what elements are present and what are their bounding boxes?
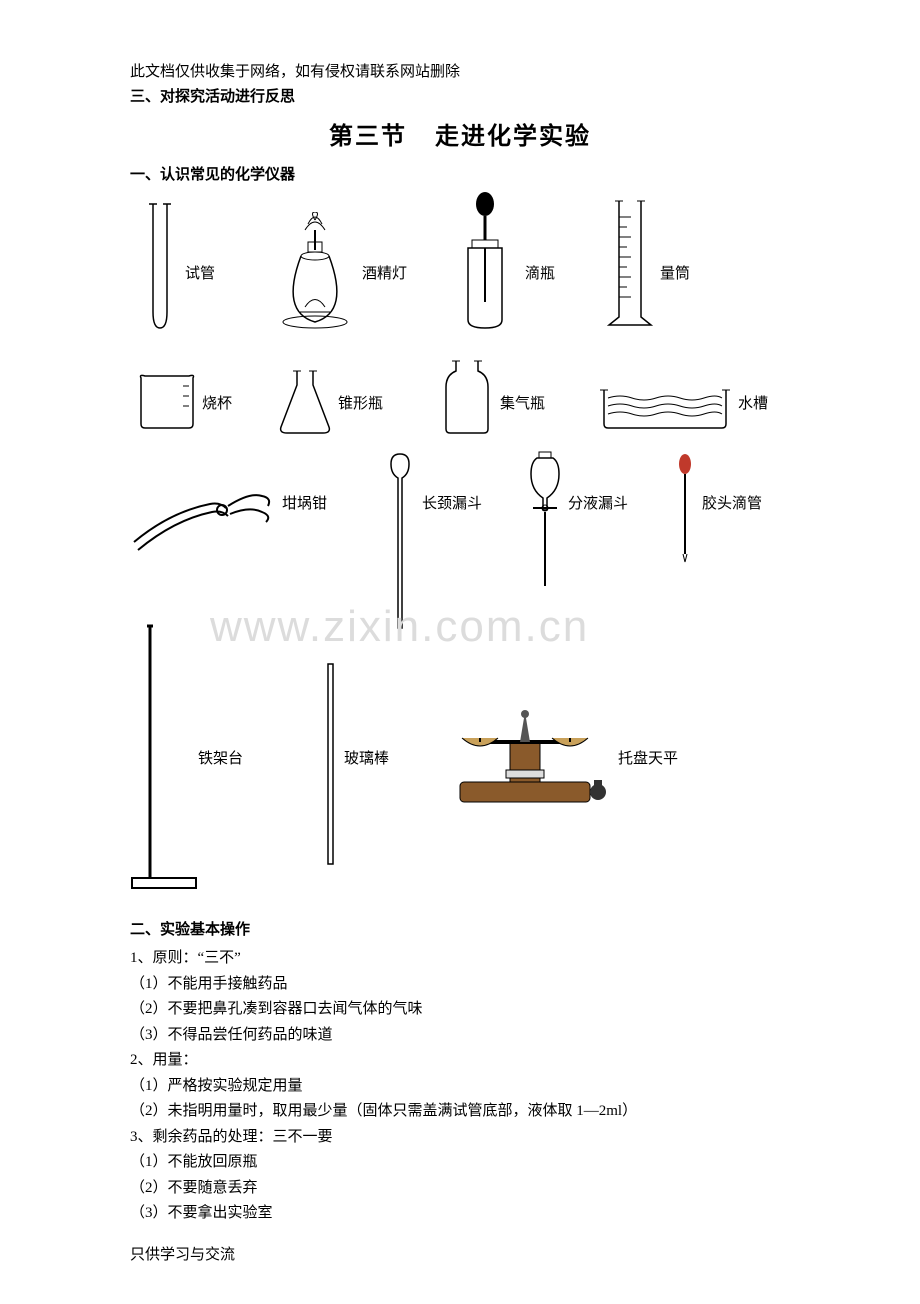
cylinder-icon <box>605 197 655 332</box>
section-title-b: 走进化学实验 <box>435 123 591 150</box>
iron-stand-icon <box>130 622 200 892</box>
subheading: 三、对探究活动进行反思 <box>130 85 790 106</box>
label-test-tube: 试管 <box>185 262 215 283</box>
label-glass-rod: 玻璃棒 <box>344 747 389 768</box>
label-gas-bottle: 集气瓶 <box>500 392 545 413</box>
line-5: 2、用量： <box>130 1049 790 1072</box>
alcohol-lamp-icon <box>270 212 360 332</box>
label-beaker: 烧杯 <box>202 392 232 413</box>
line-2: （1）不能用手接触药品 <box>130 973 790 996</box>
body-text: 1、原则：“三不” （1）不能用手接触药品 （2）不要把鼻孔凑到容器口去闻气体的… <box>130 947 790 1225</box>
label-tongs: 坩埚钳 <box>282 492 327 513</box>
trough-icon <box>600 382 730 432</box>
test-tube-icon <box>145 202 175 332</box>
footer-note: 只供学习与交流 <box>130 1243 790 1264</box>
header-note: 此文档仅供收集于网络，如有侵权请联系网站删除 <box>130 60 790 81</box>
label-drop-bottle: 滴瓶 <box>525 262 555 283</box>
line-10: （2）不要随意丢弃 <box>130 1177 790 1200</box>
line-6: （1）严格按实验规定用量 <box>130 1075 790 1098</box>
instruments-diagram: 试管 酒精灯 滴瓶 <box>130 192 790 912</box>
label-erlenmeyer: 锥形瓶 <box>338 392 383 413</box>
line-7: （2）未指明用量时，取用最少量（固体只需盖满试管底部，液体取 1—2ml） <box>130 1100 790 1123</box>
beaker-icon <box>135 372 200 432</box>
balance-icon <box>450 702 610 812</box>
label-dropper: 胶头滴管 <box>702 492 762 513</box>
gas-bottle-icon <box>440 357 495 437</box>
line-9: （1）不能放回原瓶 <box>130 1151 790 1174</box>
label-trough: 水槽 <box>738 392 768 413</box>
label-iron-stand: 铁架台 <box>198 747 243 768</box>
erlenmeyer-icon <box>275 367 335 437</box>
glass-rod-icon <box>325 662 337 867</box>
drop-bottle-icon <box>450 192 520 332</box>
heading-instruments: 一、认识常见的化学仪器 <box>130 163 790 184</box>
label-sep-funnel: 分液漏斗 <box>568 492 628 513</box>
label-balance: 托盘天平 <box>618 747 678 768</box>
line-4: （3）不得品尝任何药品的味道 <box>130 1024 790 1047</box>
line-8: 3、剩余药品的处理：三不一要 <box>130 1126 790 1149</box>
label-long-funnel: 长颈漏斗 <box>422 492 482 513</box>
line-1: 1、原则：“三不” <box>130 947 790 970</box>
heading-operations: 二、实验基本操作 <box>130 918 790 939</box>
dropper-icon <box>675 454 695 564</box>
tongs-icon <box>130 472 280 562</box>
label-cylinder: 量筒 <box>660 262 690 283</box>
section-title-a: 第三节 <box>329 123 407 150</box>
line-11: （3）不要拿出实验室 <box>130 1202 790 1225</box>
line-3: （2）不要把鼻孔凑到容器口去闻气体的气味 <box>130 998 790 1021</box>
sep-funnel-icon <box>525 450 565 590</box>
section-title: 第三节 走进化学实验 <box>130 116 790 151</box>
label-alcohol-lamp: 酒精灯 <box>362 262 407 283</box>
long-funnel-icon <box>385 452 415 632</box>
